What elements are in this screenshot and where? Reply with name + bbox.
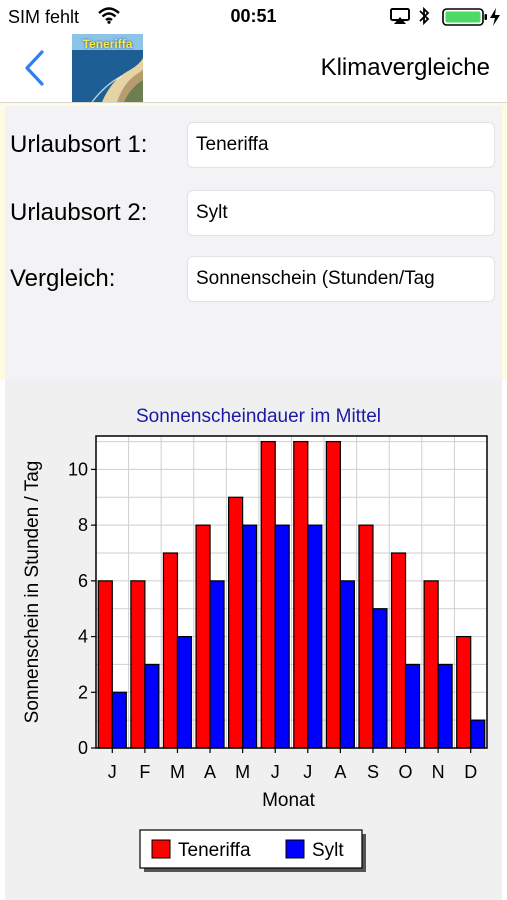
bar-sylt-8 [339, 580, 355, 749]
bar-teneriffa-4 [195, 524, 211, 749]
navigation-bar: Teneriffa Klimavergleiche [0, 34, 507, 103]
x-tick-label: N [432, 762, 445, 782]
x-tick-label: D [464, 762, 477, 782]
bar-sylt-9 [372, 608, 388, 749]
bar-teneriffa-11 [423, 580, 439, 749]
bluetooth-icon [418, 6, 430, 31]
x-tick-label: O [399, 762, 413, 782]
y-tick-label: 10 [68, 459, 88, 479]
bar-sylt-11 [437, 663, 453, 749]
bar-teneriffa-5 [228, 496, 244, 749]
y-tick-label: 4 [78, 627, 88, 647]
bar-sylt-5 [242, 524, 258, 749]
bar-teneriffa-2 [130, 580, 146, 749]
x-axis-label: Monat [262, 790, 316, 811]
y-axis-label: Sonnenschein in Stunden / Tag [22, 461, 43, 724]
legend-swatch-teneriffa [151, 839, 171, 859]
airplay-icon [390, 8, 410, 30]
x-tick-label: F [139, 762, 150, 782]
chevron-left-icon [25, 50, 44, 86]
chart-title: Sonnenscheindauer im Mittel [136, 406, 381, 427]
y-tick-label: 6 [78, 571, 88, 591]
x-tick-label: J [303, 762, 312, 782]
x-tick-label: J [271, 762, 280, 782]
bar-teneriffa-10 [390, 552, 407, 749]
bar-teneriffa-9 [358, 524, 374, 749]
destination-thumbnail[interactable]: Teneriffa [72, 34, 143, 102]
bar-sylt-1 [111, 691, 127, 749]
bar-teneriffa-1 [97, 580, 113, 749]
location-1-label: Urlaubsort 1: [10, 131, 148, 158]
bar-teneriffa-7 [293, 440, 309, 749]
y-tick-label: 8 [78, 515, 88, 535]
comparison-label: Vergleich: [10, 265, 116, 292]
x-tick-label: M [235, 762, 250, 782]
charging-bolt-icon [489, 7, 501, 32]
location-2-label: Urlaubsort 2: [10, 199, 148, 226]
comparison-field[interactable]: Sonnenschein (Stunden/Tag [187, 256, 495, 302]
legend-label-teneriffa: Teneriffa [178, 840, 251, 861]
legend-swatch-sylt [285, 839, 305, 859]
bar-sylt-3 [176, 635, 193, 749]
bar-sylt-6 [274, 524, 290, 749]
legend-box [139, 829, 363, 869]
location-1-field[interactable]: Teneriffa [187, 122, 495, 168]
y-tick-label: 0 [78, 738, 88, 758]
x-tick-label: M [170, 762, 185, 782]
bar-teneriffa-8 [325, 440, 341, 749]
page-title: Klimavergleiche [320, 54, 490, 81]
bar-sylt-10 [404, 663, 421, 749]
bar-sylt-2 [144, 663, 160, 749]
battery-icon [442, 8, 488, 31]
status-bar: SIM fehlt 00:51 [0, 0, 507, 34]
y-tick-label: 2 [78, 682, 88, 702]
x-tick-label: J [108, 762, 117, 782]
bar-teneriffa-12 [456, 635, 472, 749]
plot-frame [95, 435, 488, 749]
bar-teneriffa-3 [162, 552, 179, 749]
wifi-icon [98, 7, 120, 29]
bar-sylt-12 [470, 719, 486, 749]
comparison-form: Urlaubsort 1: Teneriffa Urlaubsort 2: Sy… [0, 103, 507, 380]
status-time: 00:51 [230, 6, 277, 26]
location-2-field[interactable]: Sylt [187, 190, 495, 236]
thumbnail-label: Teneriffa [82, 37, 133, 51]
bar-sylt-4 [209, 580, 225, 749]
bar-sylt-7 [307, 524, 323, 749]
carrier-label: SIM fehlt [8, 7, 80, 27]
x-tick-label: A [334, 762, 346, 782]
x-tick-label: A [204, 762, 216, 782]
legend-label-sylt: Sylt [312, 840, 344, 861]
bar-teneriffa-6 [260, 440, 276, 749]
chart-area: 0 2 4 6 8 10 J F M A M J J A S O N D Sonnenscheindauer im … [5, 380, 502, 900]
x-tick-label: S [367, 762, 379, 782]
back-button[interactable] [18, 48, 52, 88]
